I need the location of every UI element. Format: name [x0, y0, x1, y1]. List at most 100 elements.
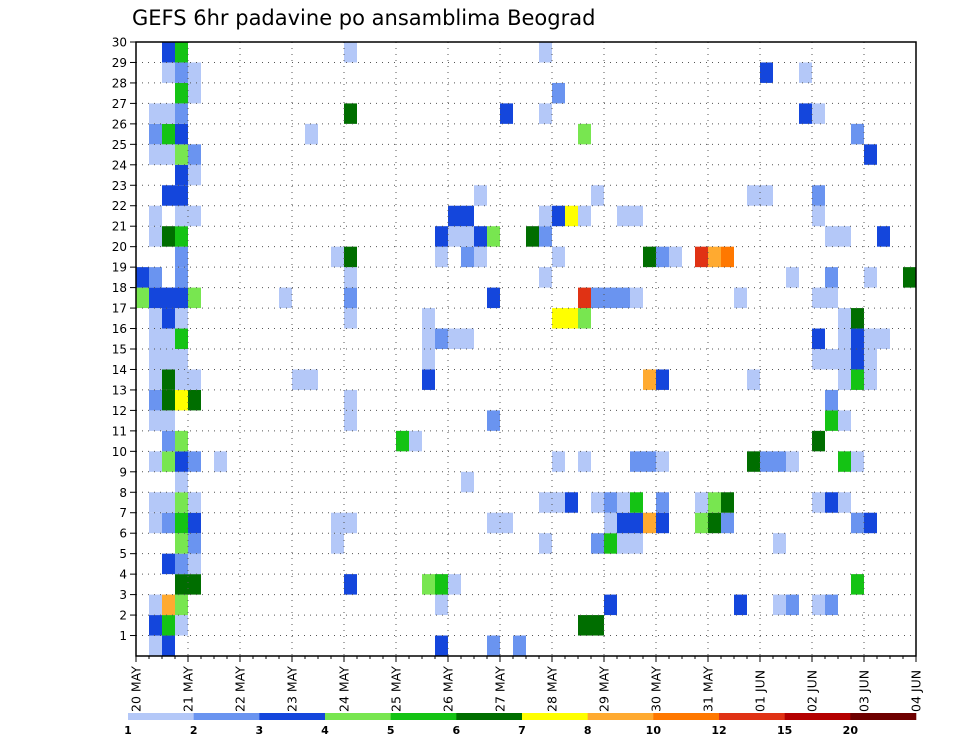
- heatmap-cell: [604, 594, 617, 616]
- heatmap-cell: [799, 103, 812, 124]
- heatmap-cell: [188, 287, 201, 309]
- heatmap-cell: [578, 123, 591, 145]
- y-tick-label: 26: [112, 117, 127, 131]
- heatmap-cell: [812, 103, 825, 124]
- heatmap-cell: [812, 430, 825, 452]
- heatmap-cell: [552, 492, 565, 513]
- heatmap-cell: [214, 451, 227, 472]
- heatmap-cell: [487, 635, 500, 656]
- y-tick-label: 7: [119, 506, 127, 520]
- heatmap-cell: [825, 267, 838, 288]
- heatmap-cell: [175, 594, 188, 616]
- heatmap-cell: [331, 512, 344, 534]
- heatmap-cell: [149, 287, 162, 309]
- heatmap-cell: [175, 205, 188, 227]
- heatmap-cell: [149, 267, 162, 288]
- color-legend: 1 2 3 4 5 6 7 8 10 12 15 20: [124, 713, 917, 737]
- legend-swatch: [128, 713, 194, 720]
- heatmap-cell: [162, 287, 175, 309]
- y-tick-label: 17: [112, 302, 127, 316]
- legend-swatch: [653, 713, 720, 720]
- heatmap-cell: [825, 492, 838, 513]
- heatmap-cell: [448, 205, 461, 227]
- legend-label: 10: [646, 724, 662, 737]
- heatmap-cell: [175, 164, 188, 186]
- heatmap-cell: [747, 451, 760, 472]
- y-tick-label: 20: [112, 240, 127, 254]
- heatmap-cell: [422, 574, 435, 595]
- heatmap-cell: [500, 103, 513, 124]
- heatmap-cell: [695, 512, 708, 534]
- heatmap-cell: [149, 492, 162, 513]
- heatmap-cell: [149, 512, 162, 534]
- heatmap-cell: [578, 308, 591, 329]
- y-tick-label: 25: [112, 138, 127, 152]
- heatmap-cell: [149, 389, 162, 411]
- y-tick-label: 6: [119, 527, 127, 541]
- heatmap-cell: [747, 369, 760, 390]
- heatmap-cell: [617, 205, 630, 227]
- heatmap-cell: [552, 205, 565, 227]
- heatmap-cell: [825, 389, 838, 411]
- heatmap-cell: [188, 164, 201, 186]
- heatmap-cell: [188, 492, 201, 513]
- heatmap-cell: [162, 512, 175, 534]
- heatmap-cell: [656, 492, 669, 513]
- heatmap-cell: [487, 226, 500, 247]
- heatmap-cell: [903, 267, 916, 288]
- heatmap-cell: [539, 267, 552, 288]
- heatmap-cell: [461, 226, 474, 247]
- dotted-grid: [136, 42, 916, 656]
- heatmap-cell: [864, 144, 877, 165]
- heatmap-cell: [604, 492, 617, 513]
- heatmap-cell: [708, 246, 721, 268]
- heatmap-cell: [175, 574, 188, 595]
- heatmap-cell: [838, 328, 851, 349]
- heatmap-cell: [175, 144, 188, 165]
- heatmap-cell: [344, 267, 357, 288]
- heatmap-cell: [838, 308, 851, 329]
- y-tick-label: 1: [119, 629, 127, 643]
- heatmap-cell: [188, 574, 201, 595]
- heatmap-cell: [617, 512, 630, 534]
- heatmap-cell: [825, 226, 838, 247]
- heatmap-cell: [435, 226, 448, 247]
- heatmap-cell: [825, 287, 838, 309]
- legend-swatch: [193, 713, 260, 720]
- heatmap-cell: [149, 594, 162, 616]
- heatmap-cell: [175, 185, 188, 206]
- heatmap-cell: [630, 451, 643, 472]
- heatmap-cell: [864, 349, 877, 370]
- heatmap-cell: [695, 492, 708, 513]
- y-tick-label: 10: [112, 445, 127, 459]
- heatmap-cell: [344, 512, 357, 534]
- heatmap-cell: [162, 328, 175, 349]
- heatmap-cell: [175, 308, 188, 329]
- x-tick-label: 31 MAY: [701, 666, 716, 712]
- heatmap-cell: [838, 226, 851, 247]
- legend-swatch: [456, 713, 523, 720]
- heatmap-cell: [552, 451, 565, 472]
- legend-label: 12: [711, 724, 726, 737]
- heatmap-cell: [838, 369, 851, 390]
- heatmap-cell: [721, 492, 734, 513]
- heatmap-cell: [838, 349, 851, 370]
- heatmap-cell: [175, 533, 188, 554]
- heatmap-cell: [149, 144, 162, 165]
- y-tick-label: 29: [112, 56, 127, 70]
- heatmap-cell: [344, 287, 357, 309]
- legend-swatch: [325, 713, 391, 720]
- y-tick-label: 18: [112, 281, 127, 295]
- heatmap-cell: [461, 471, 474, 493]
- heatmap-cell: [474, 185, 487, 206]
- heatmap-cell: [591, 492, 604, 513]
- heatmap-cell: [162, 349, 175, 370]
- x-tick-label: 21 MAY: [181, 666, 196, 712]
- heatmap-cell: [162, 594, 175, 616]
- heatmap-cell: [630, 492, 643, 513]
- heatmap-cell: [617, 492, 630, 513]
- y-tick-label: 4: [119, 568, 127, 582]
- heatmap-cell: [539, 226, 552, 247]
- heatmap-cell: [812, 328, 825, 349]
- heatmap-cell: [591, 615, 604, 636]
